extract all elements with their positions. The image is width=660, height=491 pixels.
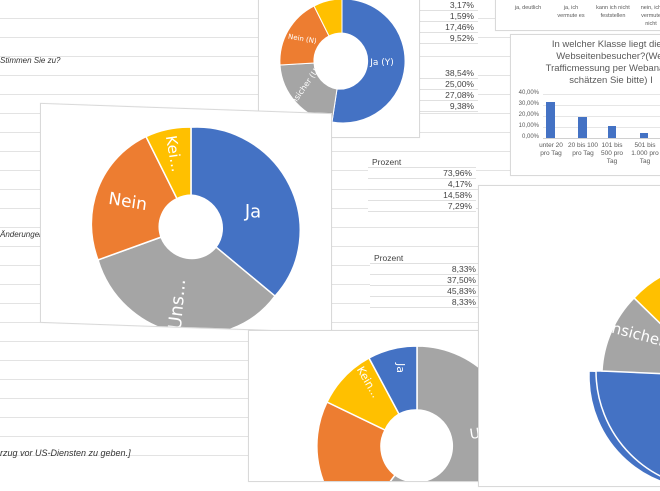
bar-101-500[interactable]	[608, 126, 616, 138]
category-label: ja, deutlich	[514, 5, 542, 11]
table-cell: 38,54%	[418, 68, 478, 79]
svg-text:Uns...: Uns...	[165, 278, 190, 331]
percent-table-middle: 38,54% 25,00% 27,08% 9,38%	[418, 68, 478, 112]
donut-chart-left: Ja Nein Uns... Kei...	[90, 126, 301, 336]
y-tick: 20,00%	[518, 112, 539, 118]
x-axis	[543, 138, 660, 139]
pie-chart-right: Unsicher	[588, 276, 660, 482]
table-cell: 27,08%	[418, 90, 478, 101]
y-tick: 10,00%	[518, 123, 539, 129]
category-label: ja, ich vermute es	[557, 5, 585, 19]
gridline	[543, 116, 660, 117]
prozent-table-1: Prozent 73,96% 4,17% 14,58% 7,29%	[368, 157, 476, 212]
bar-chart-title-4: schätzen Sie bitte) I	[569, 75, 653, 86]
table-cell: 37,50%	[370, 275, 480, 286]
bar-chart-panel[interactable]: In welcher Klasse liegt die A Webseitenb…	[510, 34, 660, 176]
table-cell: 9,38%	[418, 101, 478, 112]
bar-under-20[interactable]	[546, 102, 555, 138]
svg-text:Ja: Ja	[244, 201, 261, 223]
bar-20-100[interactable]	[578, 117, 587, 138]
category-label: nein, ich vermute nicht	[640, 5, 660, 27]
x-category: unter 20 pro Tag	[539, 142, 563, 157]
y-tick: 30,00%	[518, 101, 539, 107]
question-text-3: rzug vor US-Diensten zu geben.]	[0, 448, 131, 458]
table-header: Prozent	[368, 157, 476, 168]
table-header: Prozent	[370, 253, 480, 264]
x-category: 101 bis 500 pro Tag	[600, 142, 624, 165]
table-cell: 8,33%	[370, 297, 480, 308]
table-cell: 73,96%	[368, 168, 476, 179]
table-cell: 1,59%	[418, 11, 478, 22]
gridline	[543, 105, 660, 106]
svg-text:Ja: Ja	[394, 362, 407, 373]
table-cell: 25,00%	[418, 79, 478, 90]
prozent-table-2: Prozent 8,33% 37,50% 45,83% 8,33%	[370, 253, 480, 308]
bar-chart-title-1: In welcher Klasse liegt die A	[551, 39, 660, 50]
percent-table-top: 3,17% 1,59% 17,46% 9,52%	[418, 0, 478, 44]
bar-chart-title-2: Webseitenbesucher?(Wer	[556, 51, 660, 62]
x-category: 501 bis 1.000 pro Tag	[631, 142, 659, 165]
table-cell: 9,52%	[418, 33, 478, 44]
bar-chart-title-3: Trafficmessung per Webanal	[545, 63, 660, 74]
question-text-1: Stimmen Sie zu?	[0, 56, 61, 65]
table-cell: 4,17%	[368, 179, 476, 190]
y-tick: 0,00%	[521, 134, 539, 140]
x-category: 20 bis 100 pro Tag	[568, 142, 598, 157]
gridline	[543, 94, 660, 95]
top-bar-chart-fragment[interactable]: ja, deutlich ja, ich vermute es kann ich…	[495, 0, 660, 31]
pie-chart-right-panel[interactable]: Unsicher	[478, 185, 660, 487]
table-cell: 17,46%	[418, 22, 478, 33]
question-text-2: Änderungen pas	[0, 230, 59, 239]
donut-chart-left-panel[interactable]: Ja Nein Uns... Kei...	[40, 102, 332, 336]
gridline	[543, 127, 660, 128]
category-label: kann ich nicht feststellen	[596, 5, 630, 19]
table-cell: 45,83%	[370, 286, 480, 297]
table-cell: 3,17%	[418, 0, 478, 11]
table-cell: 14,58%	[368, 190, 476, 201]
bar-501-1000[interactable]	[640, 133, 648, 138]
y-tick: 40,00%	[518, 90, 539, 96]
table-cell: 7,29%	[368, 201, 476, 212]
table-cell: 8,33%	[370, 264, 480, 275]
svg-text:Ja (Y): Ja (Y)	[369, 58, 394, 68]
